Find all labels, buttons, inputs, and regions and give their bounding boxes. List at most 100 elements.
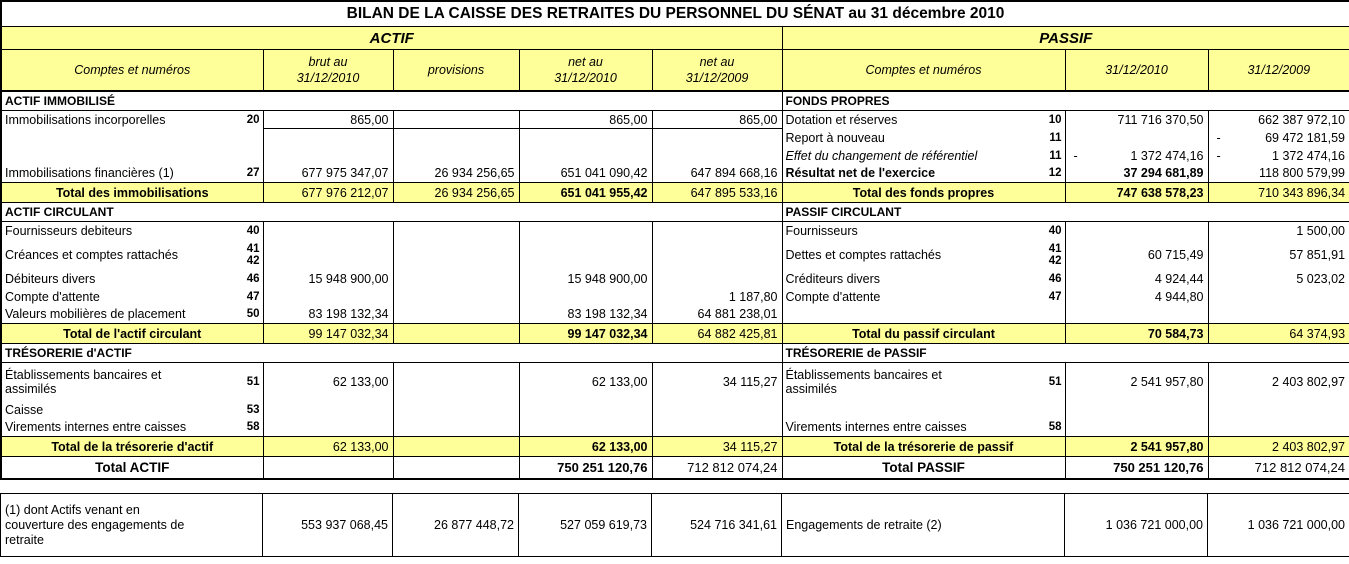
value-cell: - 1 372 474,16 xyxy=(1064,146,1209,165)
row-label: Compte d'attente xyxy=(5,289,100,304)
row-label-cell: Établissements bancaires et assimilés 51 xyxy=(0,362,264,401)
row-label: Effet du changement de référentiel xyxy=(785,148,978,163)
footnote-value-brut: 553 937 068,45 xyxy=(262,493,393,557)
row-label-cell: Établissements bancaires et assimilés 51 xyxy=(781,362,1066,401)
value-cell: 747 638 578,23 xyxy=(1064,182,1209,203)
row-label-wrap: Dettes et comptes rattachés 41 42 xyxy=(786,243,1062,267)
section-title: ACTIF IMMOBILISÉ xyxy=(0,90,783,111)
value-cell xyxy=(518,239,653,270)
row-label: Fournisseurs debiteurs xyxy=(5,223,133,238)
value-cell: 62 133,00 xyxy=(262,362,394,401)
row-label: Virements internes entre caisses xyxy=(5,420,187,435)
value-cell xyxy=(518,221,653,240)
account-number: 11 xyxy=(1049,131,1062,144)
value-cell xyxy=(392,128,520,147)
row-label-cell: Immobilisations incorporelles 20 xyxy=(0,110,264,129)
value-cell xyxy=(392,418,520,437)
page-title: BILAN DE LA CAISSE DES RETRAITES DU PERS… xyxy=(1,1,1349,27)
row-label: Débiteurs divers xyxy=(5,271,96,286)
value-cell: - 69 472 181,59 xyxy=(1207,128,1349,147)
col-header-passif-2009: 31/12/2009 xyxy=(1207,49,1349,92)
data-row: Effet du changement de référentiel 11-1 3… xyxy=(0,146,1349,165)
row-label-wrap: Résultat net de l'exercice 12 xyxy=(786,166,1062,180)
value-cell xyxy=(392,110,520,129)
row-label-cell: Total de l'actif circulant xyxy=(0,323,264,344)
footnote-value-provisions: 26 877 448,72 xyxy=(392,493,519,557)
account-number: 40 xyxy=(246,224,260,237)
value-cell: 15 948 900,00 xyxy=(518,269,653,288)
row-label: Immobilisations financières (1) xyxy=(5,166,174,181)
row-label-wrap: Fournisseurs 40 xyxy=(786,224,1062,238)
total-row: Total de l'actif circulant 99 147 032,34 9… xyxy=(0,323,1349,344)
value-cell: 4 944,80 xyxy=(1064,287,1209,306)
section-title: TRÉSORERIE d'ACTIF xyxy=(0,343,783,363)
col-header-net-2010: net au 31/12/2010 xyxy=(518,49,653,92)
account-number: 12 xyxy=(1048,167,1062,180)
value-cell xyxy=(262,400,394,419)
value-cell xyxy=(262,418,394,437)
value-cell: 2 541 957,80 xyxy=(1064,362,1209,401)
value-cell xyxy=(518,418,653,437)
row-label-cell: Total de la trésorerie de passif xyxy=(781,436,1066,457)
value-cell xyxy=(392,305,520,324)
row-label-cell: Effet du changement de référentiel 11 xyxy=(781,146,1066,165)
value-cell: 1 500,00 xyxy=(1207,221,1349,240)
row-label-cell: Total de la trésorerie d'actif xyxy=(0,436,264,457)
row-label-wrap: Établissements bancaires et assimilés 51 xyxy=(5,368,260,396)
row-label: Créances et comptes rattachés xyxy=(5,247,178,262)
row-label-cell: Dotation et réserves 10 xyxy=(781,110,1066,129)
value-cell: 677 976 212,07 xyxy=(262,182,394,203)
row-label-cell: Virements internes entre caisses 58 xyxy=(781,418,1066,437)
value-cell: 647 894 668,16 xyxy=(651,164,783,183)
value-cell: 4 924,44 xyxy=(1064,269,1209,288)
value-cell: 83 198 132,34 xyxy=(518,305,653,324)
value-cell: 710 343 896,34 xyxy=(1207,182,1349,203)
row-label-wrap: Créditeurs divers 46 xyxy=(786,272,1062,286)
row-label-wrap: Dotation et réserves 10 xyxy=(786,113,1062,127)
value-cell xyxy=(651,269,783,288)
row-label-wrap: Compte d'attente 47 xyxy=(5,290,260,304)
value-cell: 647 895 533,16 xyxy=(651,182,783,203)
row-label: Valeurs mobilières de placement xyxy=(5,307,186,322)
account-number: 51 xyxy=(1048,375,1062,388)
value-cell xyxy=(262,221,394,240)
row-label-cell: Compte d'attente 47 xyxy=(781,287,1066,306)
col-header-brut-2010: brut au 31/12/2010 xyxy=(262,49,394,92)
value-cell xyxy=(1064,128,1209,147)
value-cell xyxy=(392,269,520,288)
row-label-wrap: Valeurs mobilières de placement 50 xyxy=(5,307,260,321)
value-cell xyxy=(1064,418,1209,437)
value-cell: 34 115,27 xyxy=(651,436,783,457)
row-label-cell: Résultat net de l'exercice 12 xyxy=(781,164,1066,183)
value-cell: 37 294 681,89 xyxy=(1064,164,1209,183)
value-cell: 712 812 074,24 xyxy=(1207,456,1349,480)
row-label: Report à nouveau xyxy=(785,130,885,145)
value-cell xyxy=(1064,221,1209,240)
account-number: 40 xyxy=(1048,224,1062,237)
value-cell xyxy=(518,146,653,165)
row-label-cell xyxy=(0,146,264,165)
col-header-net-2009: net au 31/12/2009 xyxy=(651,49,783,92)
account-number: 47 xyxy=(246,290,260,303)
value-cell: 865,00 xyxy=(262,110,394,129)
value-cell: 26 934 256,65 xyxy=(392,182,520,203)
negative-value: - 1 372 474,16 xyxy=(1213,149,1346,163)
section-row: ACTIF CIRCULANT PASSIF CIRCULANT xyxy=(0,202,1349,222)
value-cell xyxy=(651,128,783,147)
data-row: Fournisseurs debiteurs 40 Fournisseurs 40 1 … xyxy=(0,221,1349,240)
value-cell: 712 812 074,24 xyxy=(651,456,783,480)
account-number: 20 xyxy=(246,113,260,126)
value-cell: 5 023,02 xyxy=(1207,269,1349,288)
value-cell: 750 251 120,76 xyxy=(1064,456,1209,480)
row-label-cell: Total des fonds propres xyxy=(781,182,1066,203)
value-cell xyxy=(1207,305,1349,324)
value-cell: 750 251 120,76 xyxy=(518,456,653,480)
value-cell: 2 403 802,97 xyxy=(1207,436,1349,457)
value-cell xyxy=(392,456,520,480)
value-cell xyxy=(392,221,520,240)
row-label: Caisse xyxy=(5,402,44,417)
value-cell xyxy=(651,146,783,165)
account-number: 53 xyxy=(246,403,260,416)
value-cell: 662 387 972,10 xyxy=(1207,110,1349,129)
value-cell xyxy=(1064,400,1209,419)
